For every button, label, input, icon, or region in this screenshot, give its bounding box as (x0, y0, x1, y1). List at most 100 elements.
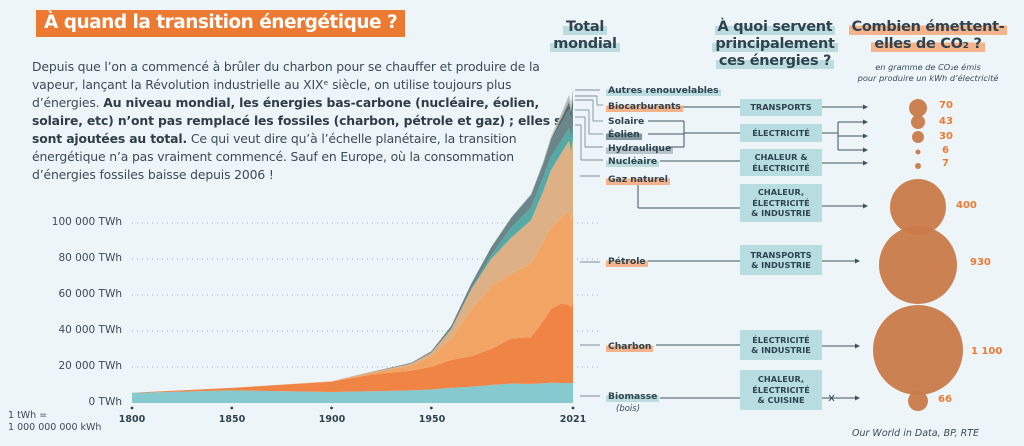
use-box-line: CHALEUR, (757, 374, 805, 385)
x-tick-dot (230, 406, 234, 410)
use-box-line: TRANSPORTS (750, 249, 812, 260)
arrow-head (863, 160, 868, 166)
co2-value-gaz: 400 (956, 200, 977, 211)
co2-subtitle: en gramme de CO₂e émis pour produire un … (838, 62, 1018, 84)
co2-bubble (915, 149, 921, 155)
arrow-head (863, 203, 868, 209)
header-usage-line1: À quoi servent (714, 19, 836, 35)
arrow-head (863, 147, 868, 153)
use-box-text: ÉLECTRICITÉ (752, 127, 810, 138)
header-usage-line2: principalement (712, 36, 838, 52)
intro-paragraph: Depuis que l’on a commencé à brûler du c… (32, 58, 572, 184)
energy-label-hydraulique: Hydraulique (606, 143, 674, 154)
use-box-line: & INDUSTRIE (751, 260, 811, 270)
use-box-line: & INDUSTRIE (751, 345, 811, 355)
use-box-line: ÉLECTRICITÉ (752, 334, 810, 345)
co2-bubble (909, 99, 927, 117)
x-tick-label: 1900 (318, 414, 346, 425)
area-charbon (132, 302, 573, 393)
arrow-head (855, 343, 860, 349)
arrow-head (855, 258, 860, 264)
use-box-line: CHALEUR & (754, 152, 808, 162)
cross-mark (828, 394, 835, 402)
co2-bubble (890, 179, 946, 235)
use-box-text: CHALEUR & ÉLECTRICITÉ (752, 152, 810, 173)
y-tick-label: 100 000 TWh (51, 216, 122, 228)
x-tick-dot (429, 406, 433, 410)
header-usage: À quoi servent principalement ces énergi… (700, 19, 850, 70)
use-box-text: CHALEUR, ÉLECTRICITÉ & CUISINE (752, 374, 810, 406)
x-tick-dot (330, 406, 333, 410)
co2-value-biocarburants: 70 (939, 100, 953, 111)
x-tick-label: 1950 (418, 414, 446, 425)
use-box-charbon: ÉLECTRICITÉ & INDUSTRIE (740, 330, 822, 360)
header-total: Total mondial (540, 19, 630, 53)
intro-text-1: Depuis que l’on a commencé à brûler du c… (32, 59, 540, 110)
energy-label-charbon: Charbon (606, 341, 654, 352)
use-box-petrole: TRANSPORTS & INDUSTRIE (740, 245, 822, 275)
energy-label-gaz: Gaz naturel (606, 174, 670, 185)
intro-bold: Au niveau mondial, les énergies bas-carb… (32, 95, 570, 146)
co2-value-solaire: 43 (939, 116, 953, 127)
arrow-head (863, 119, 868, 125)
energy-label-biocarburants: Biocarburants (606, 101, 683, 112)
use-box-line: ÉLECTRICITÉ (752, 197, 810, 208)
intro-text-2: Ce qui veut dire qu’à l’échelle planétai… (32, 131, 517, 182)
y-tick-label: 0 TWh (88, 396, 122, 408)
x-tick-dot (571, 406, 575, 410)
arrow-head (863, 104, 868, 110)
co2-value-nucleaire: 7 (942, 158, 949, 169)
use-box-text: CHALEUR, ÉLECTRICITÉ & INDUSTRIE (751, 187, 811, 219)
header-usage-line3: ces énergies ? (715, 53, 835, 69)
header-total-line1: Total (562, 19, 608, 35)
arrow-head (863, 133, 868, 139)
y-tick-label: 40 000 TWh (58, 324, 122, 336)
biomasse-note: (bois) (616, 404, 641, 414)
x-tick-label: 1800 (118, 414, 146, 425)
use-box-text: ÉLECTRICITÉ & INDUSTRIE (751, 335, 811, 356)
co2-subtitle-line2: pour produire un kWh d’électricité (857, 73, 999, 83)
co2-bubble (879, 226, 957, 304)
y-tick-label: 60 000 TWh (58, 288, 122, 300)
use-box-line: ÉLECTRICITÉ (752, 384, 810, 395)
x-tick-dot (130, 406, 134, 410)
use-box-line: ÉLECTRICITÉ (752, 162, 810, 173)
area-biomasse (132, 382, 573, 403)
area-p-trole (132, 211, 573, 393)
co2-bubble (915, 163, 921, 169)
co2-bubble (873, 305, 963, 395)
header-co2-line1: Combien émettent- (848, 19, 1008, 35)
use-box-line: CHALEUR, (757, 187, 805, 198)
co2-value-charbon: 1 100 (971, 346, 1003, 357)
co2-value-biomasse: 66 (938, 394, 952, 405)
co2-bubble (912, 131, 924, 143)
co2-bubble (908, 391, 928, 411)
y-tick-label: 20 000 TWh (58, 360, 122, 372)
co2-value-petrole: 930 (970, 257, 991, 268)
energy-label-solaire: Solaire (608, 116, 645, 127)
use-box-line: & INDUSTRIE (751, 208, 811, 219)
unit-note: 1 tWh = 1 000 000 000 kWh (8, 410, 101, 434)
unit-note-line2: 1 000 000 000 kWh (8, 422, 102, 433)
use-box-biomasse: CHALEUR, ÉLECTRICITÉ & CUISINE (740, 370, 822, 410)
use-box-text: TRANSPORTS & INDUSTRIE (750, 250, 811, 271)
header-co2: Combien émettent- elles de CO₂ ? (838, 19, 1018, 53)
x-tick-label: 2021 (559, 414, 587, 425)
co2-value-hydraulique: 6 (942, 145, 949, 156)
source-credit: Our World in Data, BP, RTE (852, 428, 980, 439)
energy-label-biomasse: Biomasse (606, 391, 660, 402)
co2-subtitle-line1: en gramme de CO₂e émis (875, 62, 981, 72)
header-total-line2: mondial (550, 36, 620, 52)
unit-note-line1: 1 tWh = (8, 410, 48, 421)
energy-label-nucleaire: Nucléaire (606, 156, 660, 167)
header-co2-line2: elles de CO₂ ? (871, 36, 985, 52)
energy-label-petrole: Pétrole (606, 256, 648, 267)
use-box-text: TRANSPORTS (750, 102, 812, 113)
use-box-transports: TRANSPORTS (740, 99, 822, 116)
arrow-head (855, 395, 860, 401)
page-title: À quand la transition énergétique ? (36, 10, 406, 37)
co2-value-eolien: 30 (939, 131, 953, 142)
use-box-chaleur-electricite: CHALEUR & ÉLECTRICITÉ (740, 149, 822, 176)
y-tick-label: 80 000 TWh (58, 252, 122, 264)
energy-label-autres: Autres renouvelables (606, 85, 721, 96)
